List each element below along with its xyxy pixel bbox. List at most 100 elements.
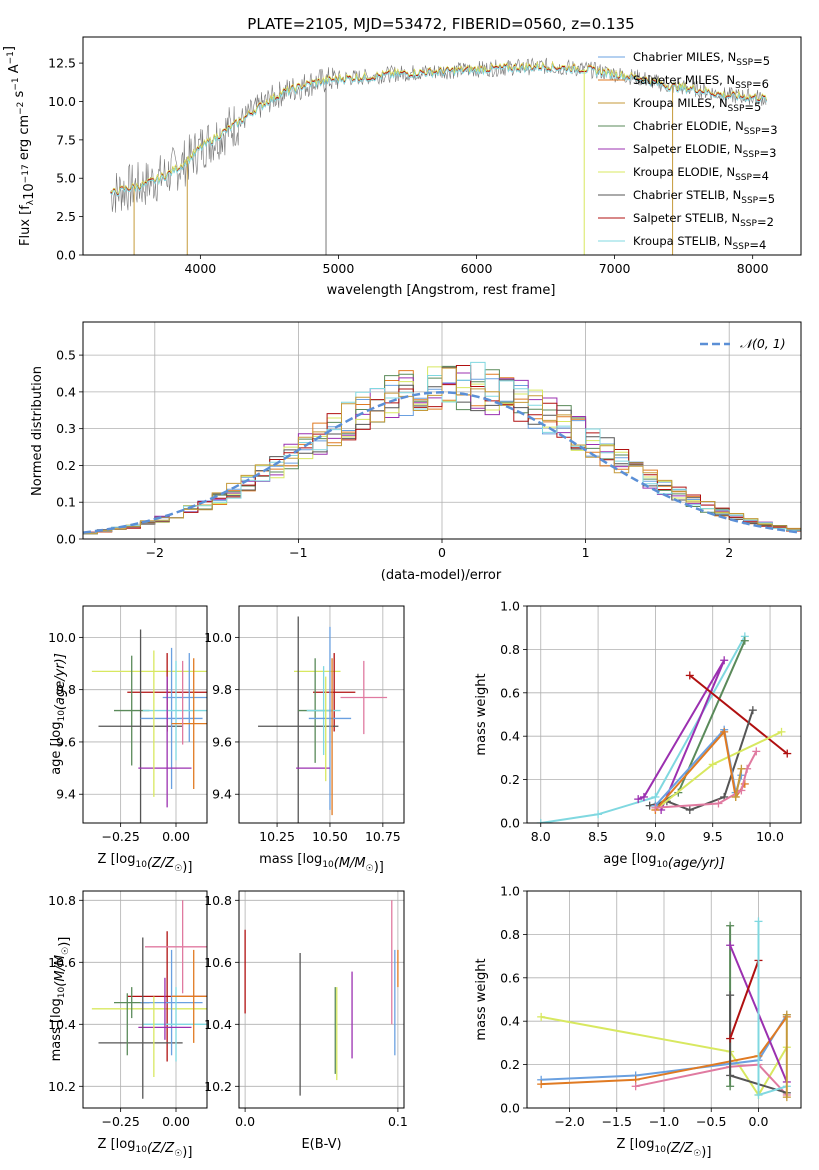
residuals-plot-area — [83, 361, 801, 539]
label-part: =4 — [752, 169, 769, 183]
y-tick-label: 0.0 — [56, 532, 76, 547]
y-tick-label: 10.6 — [204, 955, 232, 970]
residuals-x-label: (data-model)/error — [381, 568, 502, 583]
label-part: =5 — [744, 100, 761, 114]
label-part: Kroupa ELODIE, N — [633, 165, 735, 179]
x-tick-label: 0.1 — [388, 1114, 408, 1129]
x-tick-label: 10.75 — [365, 829, 401, 844]
legend-label: Kroupa STELIB, NSSP=4 — [633, 234, 766, 252]
label-part: )] — [57, 937, 72, 947]
label-part: Kroupa STELIB, N — [633, 234, 733, 248]
y-tick-label: 0.1 — [56, 495, 76, 510]
label-part: age [log — [603, 852, 656, 867]
label-part: SSP — [733, 242, 750, 252]
y-tick-label: 0.4 — [56, 384, 76, 399]
label-part: Z [log — [617, 1137, 655, 1152]
y-tick-label: 10.2 — [48, 1079, 76, 1094]
label-part: (Z/Z — [666, 1141, 694, 1156]
mass-weight-vs-age-plot-area — [536, 632, 792, 823]
mass-weight-vs-Z-y-label: mass weight — [474, 958, 489, 1040]
y-tick-label: 9.6 — [56, 734, 76, 749]
label-part: 10 — [135, 1145, 147, 1155]
figure-title: PLATE=2105, MJD=53472, FIBERID=0560, z=0… — [247, 15, 634, 33]
spectrum-plot-area — [110, 57, 768, 255]
label-part: Chabrier ELODIE, N — [633, 119, 744, 133]
x-tick-label: 10.0 — [756, 829, 784, 844]
x-tick-label: 9.0 — [645, 829, 665, 844]
x-tick-label: 8.0 — [531, 829, 551, 844]
x-tick-label: 9.5 — [703, 829, 723, 844]
y-tick-label: 10.8 — [204, 893, 232, 908]
legend-label: Salpeter MILES, NSSP=6 — [633, 73, 769, 91]
mass-weight-vs-Z-plot-area — [537, 917, 791, 1102]
weight-series-line — [654, 640, 746, 807]
y-tick-label: 10.0 — [204, 630, 232, 645]
label-part: SSP — [735, 81, 752, 91]
y-tick-label: 10.8 — [48, 893, 76, 908]
charts-layer: 4000 5000 6000 7000 80000.02.55.07.510.012.5… — [2, 36, 802, 1160]
x-tick-label: 1 — [582, 545, 590, 560]
y-tick-label: 0.2 — [500, 1057, 520, 1072]
mass-vs-ebv-plot-area — [244, 900, 399, 1096]
label-part: ☉ — [61, 947, 71, 955]
x-tick-label: 4000 — [184, 261, 216, 276]
y-tick-label: 9.4 — [56, 787, 76, 802]
label-part: ☉ — [693, 1149, 701, 1159]
legend-label: Salpeter ELODIE, NSSP=3 — [633, 142, 776, 160]
label-part: )] — [182, 860, 192, 875]
label-part: SSP — [744, 127, 761, 137]
legend-label: Kroupa MILES, NSSP=5 — [633, 96, 761, 114]
x-tick-label: 6000 — [461, 261, 493, 276]
label-part: 10 — [135, 860, 147, 870]
legend-label: Chabrier ELODIE, NSSP=3 — [633, 119, 778, 137]
y-tick-label: 0.0 — [500, 816, 520, 831]
label-part: Salpeter ELODIE, N — [633, 142, 743, 156]
y-tick-label: 5.0 — [56, 171, 76, 186]
residuals-y-label: Normed distribution — [30, 366, 45, 496]
label-part: Chabrier MILES, N — [633, 50, 736, 64]
label-part: ☉ — [366, 864, 374, 874]
y-tick-label: 2.5 — [56, 209, 76, 224]
mass-vs-ebv-frame — [238, 890, 405, 1109]
weight-series-line — [689, 674, 788, 755]
label-part: Z [log — [98, 1137, 136, 1152]
label-part: =2 — [757, 215, 774, 229]
mass-weight-vs-age-frame — [526, 605, 802, 824]
label-part: A — [7, 64, 22, 77]
age-vs-mass-axes: 10.25 10.50 10.75 9.4 9.6 9.8 10.0 mass [log10(… — [204, 605, 405, 875]
mass-weight-vs-Z-frame — [526, 890, 802, 1109]
mass-weight-vs-age-axes: 8.0 8.5 9.0 9.5 10.0 0.0 0.2 0.4 0.6 0.8 1.0 age [l… — [474, 599, 802, 871]
x-tick-label: −0.25 — [101, 1114, 139, 1129]
age-vs-mass-frame — [238, 605, 405, 824]
weight-series-line — [635, 1063, 788, 1096]
residuals-frame — [82, 321, 802, 540]
label-part: Z [log — [98, 852, 136, 867]
weight-series-line — [729, 960, 760, 1039]
y-tick-label: 0.6 — [500, 685, 520, 700]
mass-weight-vs-age-y-label: mass weight — [474, 673, 489, 755]
weight-series-line — [541, 1015, 788, 1097]
y-tick-label: 1.0 — [500, 884, 520, 899]
spectrum-x-label: wavelength [Angstrom, rest frame] — [327, 283, 556, 298]
y-tick-label: 10.4 — [48, 1017, 76, 1032]
y-tick-label: 9.4 — [212, 787, 232, 802]
label-part: )] — [374, 860, 384, 875]
y-tick-label: 0.6 — [500, 970, 520, 985]
label-part: =4 — [749, 238, 766, 252]
mass-vs-Z-x-label: Z [log10(Z/Z☉)] — [98, 1137, 193, 1160]
label-part: 10 — [322, 860, 334, 870]
y-tick-label: 10.0 — [48, 94, 76, 109]
x-tick-label: 7000 — [599, 261, 631, 276]
x-tick-label: 2 — [725, 545, 733, 560]
legend-label: 𝒩(0, 1) — [740, 336, 786, 351]
y-tick-label: 9.8 — [56, 682, 76, 697]
label-part: s — [12, 90, 27, 101]
x-tick-label: −0.5 — [696, 1114, 726, 1129]
y-tick-label: 0.8 — [500, 642, 520, 657]
label-part: erg cm — [17, 115, 32, 164]
label-part: ☉ — [174, 1149, 182, 1159]
weight-series-line — [637, 659, 726, 811]
residuals-axes: −2 −1 0 1 2 0.0 0.1 0.2 0.3 0.4 0.5 𝒩(0, 1) (data-mo… — [30, 321, 802, 583]
x-tick-label: 10.50 — [312, 829, 348, 844]
